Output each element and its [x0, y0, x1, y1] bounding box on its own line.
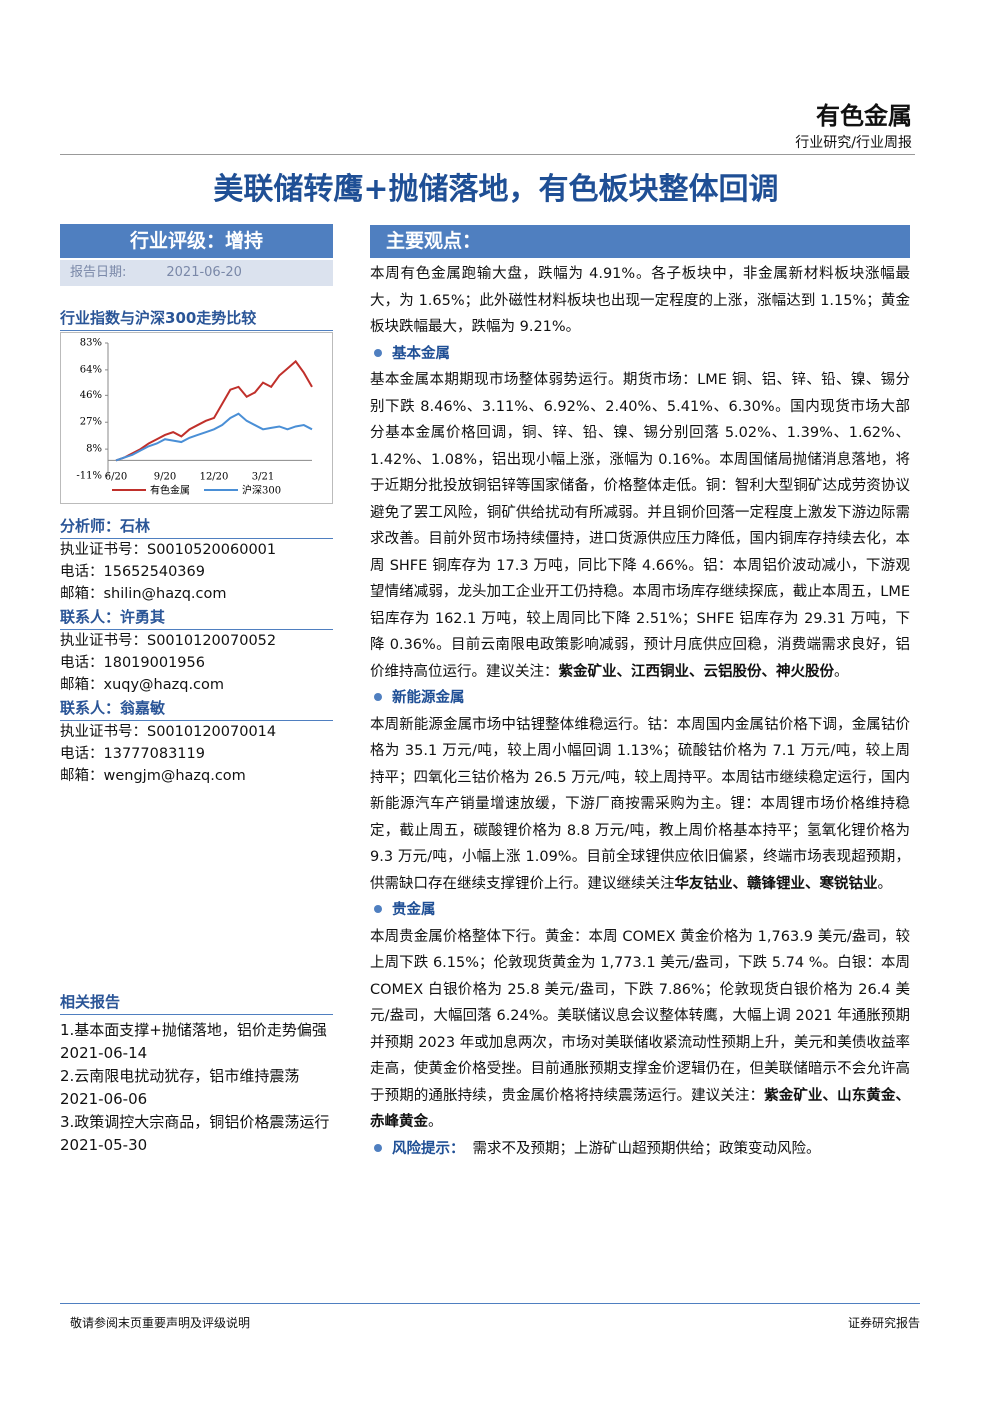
title: 美联储转鹰+抛储落地，有色板块整体回调 [213, 172, 779, 207]
chart-title: 行业指数与沪深300走势比较 [60, 306, 333, 331]
section-text: 基本金属本期期现市场整体弱势运行。期货市场：LME 铜、铝、锌、铅、镍、锡分别下… [370, 367, 910, 685]
related-heading: 相关报告 [60, 990, 333, 1015]
section-title: 贵金属 [392, 902, 436, 918]
sector: 有色金属 [816, 102, 912, 130]
main-heading-box: 主要观点： [370, 225, 910, 258]
risk: 风险提示： 需求不及预期；上游矿山超预期供给；政策变动风险。 [370, 1136, 910, 1163]
rule [60, 154, 915, 155]
highlight: 紫金矿业、江西铜业、云铝股份、神火股份 [558, 663, 835, 680]
y-tick-label: 27% [80, 417, 102, 428]
contact-heading: 分析师：石林 [60, 514, 333, 539]
y-tick-label: 46% [80, 390, 102, 401]
date-label: 报告日期: [70, 265, 127, 280]
intro: 本周有色金属跑输大盘，跌幅为 4.91%。各子板块中，非金属新材料板块涨幅最大，… [370, 266, 910, 335]
footer-right: 证券研究报告 [847, 1316, 920, 1330]
section-text: 本周贵金属价格整体下行。黄金：本周 COMEX 黄金价格为 1,763.9 美元… [370, 924, 910, 1136]
main-heading: 主要观点： [386, 230, 482, 252]
bullet [374, 1143, 382, 1152]
section-text: 本周新能源金属市场中钴锂整体维稳运行。钴：本周国内金属钴价格下调，金属钴价格为 … [370, 712, 910, 898]
contact-email: 邮箱：xuqy@hazq.com [60, 677, 225, 693]
main-text: 本周有色金属跑输大盘，跌幅为 4.91%。各子板块中，非金属新材料板块涨幅最大，… [370, 261, 910, 1162]
x-tick-label: 9/20 [154, 472, 176, 483]
x-tick-label: 3/21 [252, 472, 274, 483]
contact-cert: 执业证书号：S0010120070014 [60, 724, 277, 740]
legend-label: 沪深300 [242, 484, 281, 497]
end: 。 [877, 875, 893, 892]
chart-frame [60, 332, 333, 504]
contact-heading: 联系人：翁嘉敏 [60, 696, 333, 721]
related: 相关报告 1.基本面支撑+抛储落地，铝价走势偏强 2021-06-14 2.云南限… [60, 990, 333, 1157]
date: 2021-06-20 [166, 265, 242, 280]
chart: -11% 8% 27% 46% 64% 83% 6/20 9/20 12/20 3/21 有色金属 沪… [60, 332, 333, 504]
risk-heading: 风险提示： [392, 1140, 465, 1157]
risk-text: 需求不及预期；上游矿山超预期供给；政策变动风险。 [472, 1140, 821, 1157]
x-tick-label: 6/20 [105, 472, 127, 483]
text: 本周贵金属价格整体下行。黄金：本周 COMEX 黄金价格为 1,763.9 美元… [370, 928, 910, 1104]
text: 基本金属本期期现市场整体弱势运行。期货市场：LME 铜、铝、锌、铅、镍、锡分别下… [370, 372, 910, 680]
contact-phone: 电话：15652540369 [60, 564, 205, 580]
y-tick-label: 83% [80, 338, 102, 349]
contact-cert: 执业证书号：S0010120070052 [60, 633, 277, 649]
related-list: 1.基本面支撑+抛储落地，铝价走势偏强 2021-06-14 2.云南限电扰动犹存… [60, 1019, 333, 1157]
related-item: 1.基本面支撑+抛储落地，铝价走势偏强 2021-06-14 [60, 1021, 327, 1062]
y-tick-label: -11% [76, 471, 102, 482]
bullet [374, 905, 382, 913]
section-title: 基本金属 [392, 345, 450, 362]
end: 。 [834, 663, 849, 680]
contact-heading: 联系人：许勇其 [60, 605, 333, 630]
highlight: 紫金矿业、山东黄金、赤峰黄金 [370, 1087, 910, 1131]
section-heading: 新能源金属 [370, 685, 910, 712]
related-item: 3.政策调控大宗商品，铜铝价格震荡运行 2021-05-30 [60, 1113, 330, 1154]
bullet [374, 693, 382, 701]
footer-left: 敬请参阅末页重要声明及评级说明 [70, 1316, 251, 1330]
section-heading: 基本金属 [370, 341, 910, 368]
section-title: 新能源金属 [392, 690, 465, 706]
highlight: 华友钴业、赣锋锂业、寒锐钴业 [674, 875, 878, 892]
bullet [374, 348, 382, 357]
footer-rule [60, 1303, 920, 1304]
section-heading: 贵金属 [370, 897, 910, 924]
contact-phone: 电话：18019001956 [60, 655, 205, 671]
contact-phone: 电话：13777083119 [60, 746, 205, 762]
date-box: 报告日期: 2021-06-20 [60, 260, 333, 286]
x-tick-label: 12/20 [200, 472, 229, 483]
rating: 行业评级：增持 [60, 224, 333, 258]
series-line [115, 359, 313, 462]
legend-label: 有色金属 [150, 484, 190, 497]
series-line [115, 412, 313, 462]
subtitle: 行业研究/行业周报 [795, 135, 912, 151]
y-tick-label: 64% [80, 364, 102, 375]
contact-email: 邮箱：shilin@hazq.com [60, 586, 227, 602]
end: 。 [428, 1114, 443, 1130]
contact-email: 邮箱：wengjm@hazq.com [60, 768, 246, 784]
y-tick-label: 8% [86, 444, 102, 455]
contact-cert: 执业证书号：S0010520060001 [60, 542, 277, 558]
contacts: 分析师：石林执业证书号：S0010520060001 电话：15652540369… [60, 514, 333, 787]
text: 本周新能源金属市场中钴锂整体维稳运行。钴：本周国内金属钴价格下调，金属钴价格为 … [370, 716, 910, 892]
related-item: 2.云南限电扰动犹存，铝市维持震荡 2021-06-06 [60, 1067, 300, 1108]
